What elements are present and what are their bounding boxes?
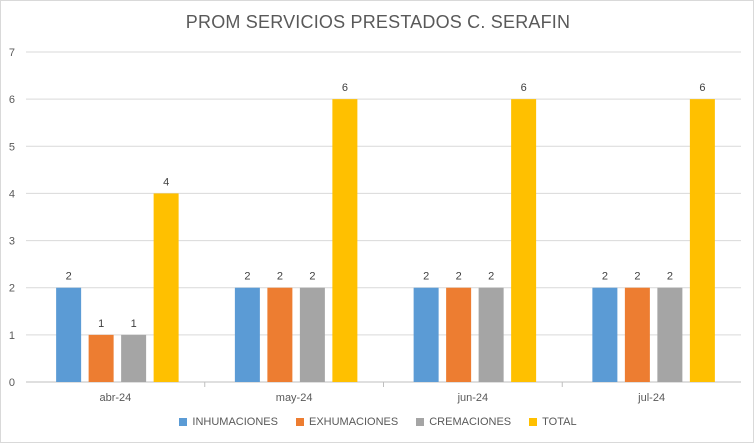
legend-label: EXHUMACIONES (308, 416, 399, 428)
legend-item: TOTAL (529, 416, 577, 428)
legend-item: EXHUMACIONES (295, 416, 399, 428)
bar (689, 99, 715, 383)
bar (624, 287, 650, 382)
data-label: 2 (667, 271, 673, 283)
data-label: 2 (634, 271, 640, 283)
legend-label: INHUMACIONES (192, 416, 278, 428)
legend-label: TOTAL (542, 416, 577, 428)
bar (88, 334, 114, 382)
data-label: 2 (488, 271, 494, 283)
bar (413, 287, 439, 382)
x-tick-label: jul-24 (637, 392, 665, 404)
x-tick-label: abr-24 (99, 392, 131, 404)
bar (592, 287, 618, 382)
y-tick-label: 7 (9, 47, 15, 59)
y-tick-label: 4 (9, 188, 15, 200)
chart-title: PROM SERVICIOS PRESTADOS C. SERAFIN (185, 12, 571, 32)
legend: INHUMACIONES EXHUMACIONES CREMACIONES TOTAL (1, 416, 754, 428)
bar (657, 287, 683, 382)
legend-label: CREMACIONES (429, 416, 512, 428)
bar (332, 99, 358, 383)
data-label: 2 (309, 271, 315, 283)
data-label: 2 (244, 271, 250, 283)
data-label: 2 (423, 271, 429, 283)
bar (153, 193, 179, 382)
data-label: 4 (163, 176, 169, 188)
bar (267, 287, 293, 382)
legend-item: CREMACIONES (416, 416, 511, 428)
data-label: 2 (456, 271, 462, 283)
bar (299, 287, 325, 382)
bar (511, 99, 537, 383)
data-label: 6 (342, 82, 348, 94)
x-tick-label: may-24 (276, 392, 313, 404)
y-tick-label: 5 (9, 141, 15, 153)
legend-swatch (295, 418, 304, 426)
legend-swatch (179, 418, 188, 426)
data-label: 2 (277, 271, 283, 283)
data-label: 2 (66, 271, 72, 283)
bar (478, 287, 504, 382)
legend-swatch (416, 418, 425, 426)
legend-item: INHUMACIONES (179, 416, 278, 428)
y-tick-label: 2 (9, 283, 15, 295)
data-label: 1 (98, 318, 104, 330)
bar (234, 287, 260, 382)
data-label: 6 (699, 82, 705, 94)
bar (121, 334, 147, 382)
data-label: 6 (521, 82, 527, 94)
data-label: 2 (602, 271, 608, 283)
data-label: 1 (131, 318, 137, 330)
y-tick-label: 1 (9, 330, 15, 342)
x-tick-label: jun-24 (457, 392, 489, 404)
bar (446, 287, 472, 382)
y-tick-label: 6 (9, 94, 15, 106)
bar (56, 287, 82, 382)
y-tick-label: 0 (9, 377, 15, 389)
y-tick-label: 3 (9, 236, 15, 248)
legend-swatch (529, 418, 538, 426)
